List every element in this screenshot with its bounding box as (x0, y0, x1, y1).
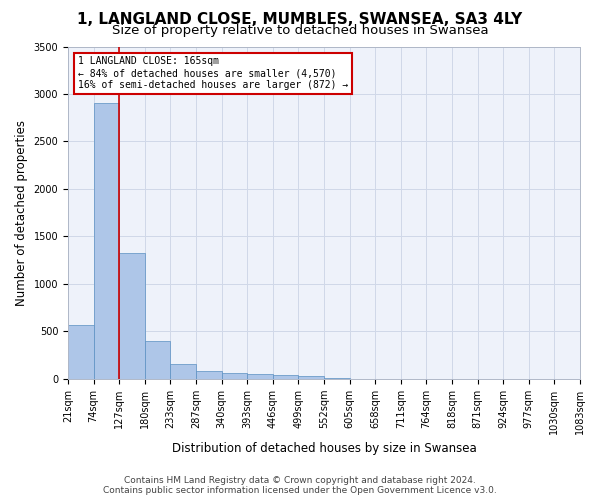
Bar (221, 373, 247, 378)
Text: 1, LANGLAND CLOSE, MUMBLES, SWANSEA, SA3 4LY: 1, LANGLAND CLOSE, MUMBLES, SWANSEA, SA3… (77, 12, 523, 28)
X-axis label: Distribution of detached houses by size in Swansea: Distribution of detached houses by size … (172, 442, 476, 455)
Bar (145, 340, 170, 378)
Bar (170, 364, 196, 378)
Bar (273, 375, 298, 378)
Y-axis label: Number of detached properties: Number of detached properties (15, 120, 28, 306)
Text: Size of property relative to detached houses in Swansea: Size of property relative to detached ho… (112, 24, 488, 37)
Bar (68, 324, 94, 378)
Text: Contains HM Land Registry data © Crown copyright and database right 2024.
Contai: Contains HM Land Registry data © Crown c… (103, 476, 497, 495)
Bar (298, 376, 324, 378)
Bar (196, 371, 221, 378)
Bar (119, 254, 145, 378)
Text: 1 LANGLAND CLOSE: 165sqm
← 84% of detached houses are smaller (4,570)
16% of sem: 1 LANGLAND CLOSE: 165sqm ← 84% of detach… (78, 56, 349, 90)
Bar (247, 374, 273, 378)
Bar (94, 104, 119, 378)
